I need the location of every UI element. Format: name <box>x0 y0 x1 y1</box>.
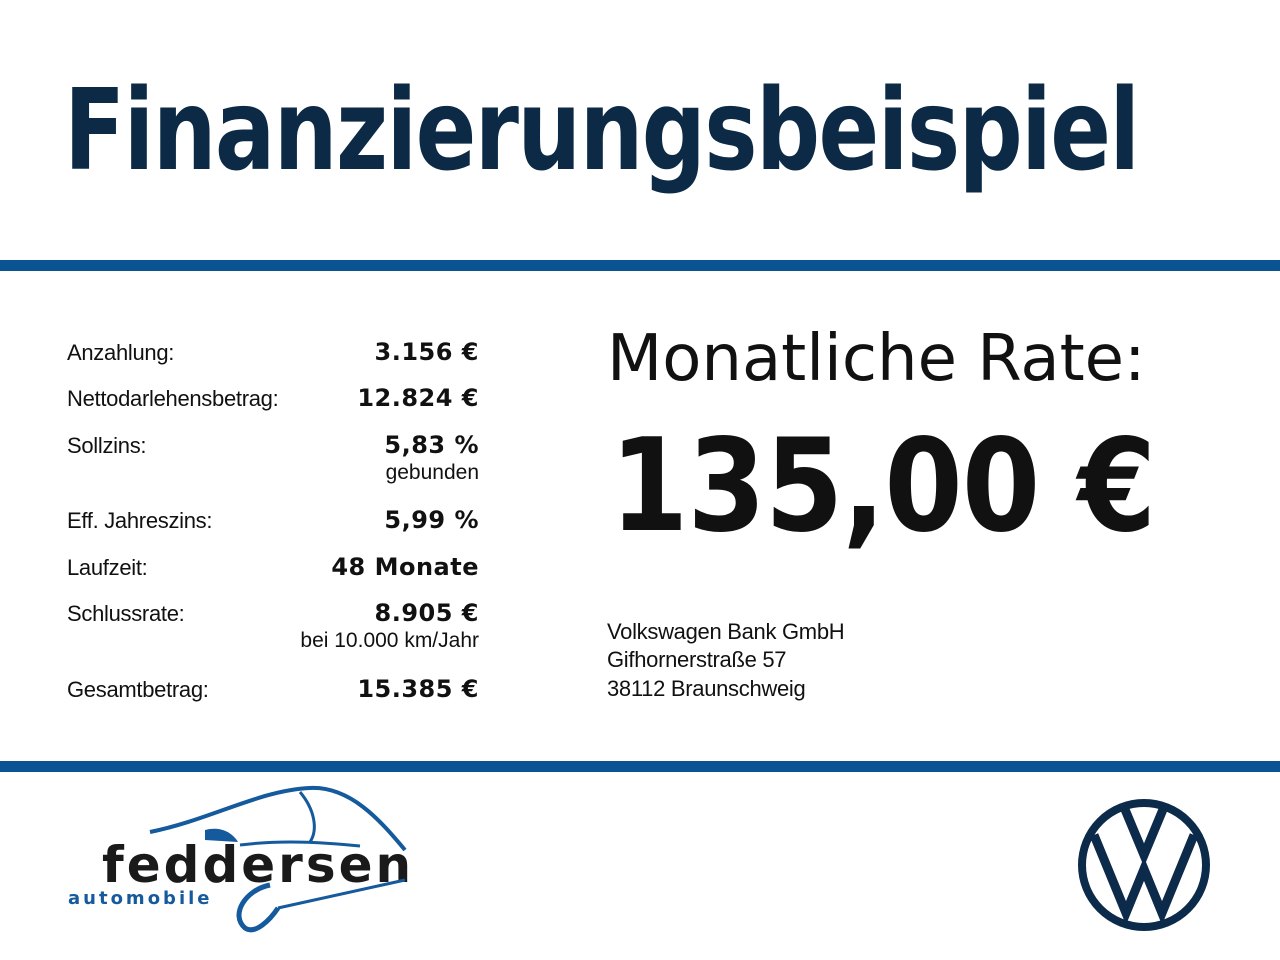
detail-value: 8.905 € <box>374 599 479 627</box>
address-line: Gifhornerstraße 57 <box>607 647 787 672</box>
detail-label: Eff. Jahreszins: <box>67 508 213 533</box>
detail-value: 48 Monate <box>331 553 479 581</box>
detail-value: 5,99 % <box>384 506 479 534</box>
vw-logo-icon <box>1078 799 1210 931</box>
svg-text:feddersen: feddersen <box>102 836 414 894</box>
detail-value: 3.156 € <box>374 338 479 366</box>
detail-value: 5,83 % <box>384 431 479 459</box>
top-divider <box>0 260 1280 271</box>
address-line: Volkswagen Bank GmbH <box>607 619 845 644</box>
detail-note: bei 10.000 km/Jahr <box>300 629 479 652</box>
monthly-rate-value: 135,00 € <box>610 412 1156 561</box>
detail-note: gebunden <box>385 461 479 484</box>
detail-label: Anzahlung: <box>67 340 175 365</box>
feddersen-logo: feddersen automobile <box>68 785 414 933</box>
detail-label: Gesamtbetrag: <box>67 677 209 702</box>
svg-text:automobile: automobile <box>68 888 213 909</box>
monthly-rate-label: Monatliche Rate: <box>607 322 1146 396</box>
detail-label: Sollzins: <box>67 433 147 458</box>
detail-label: Laufzeit: <box>67 555 148 580</box>
detail-value: 12.824 € <box>357 384 479 412</box>
address-line: 38112 Braunschweig <box>607 676 806 701</box>
page-title: Finanzierungsbeispiel <box>64 66 1140 196</box>
bottom-divider <box>0 761 1280 772</box>
detail-value: 15.385 € <box>357 675 479 703</box>
detail-label: Nettodarlehensbetrag: <box>67 386 279 411</box>
detail-label: Schlussrate: <box>67 601 185 626</box>
